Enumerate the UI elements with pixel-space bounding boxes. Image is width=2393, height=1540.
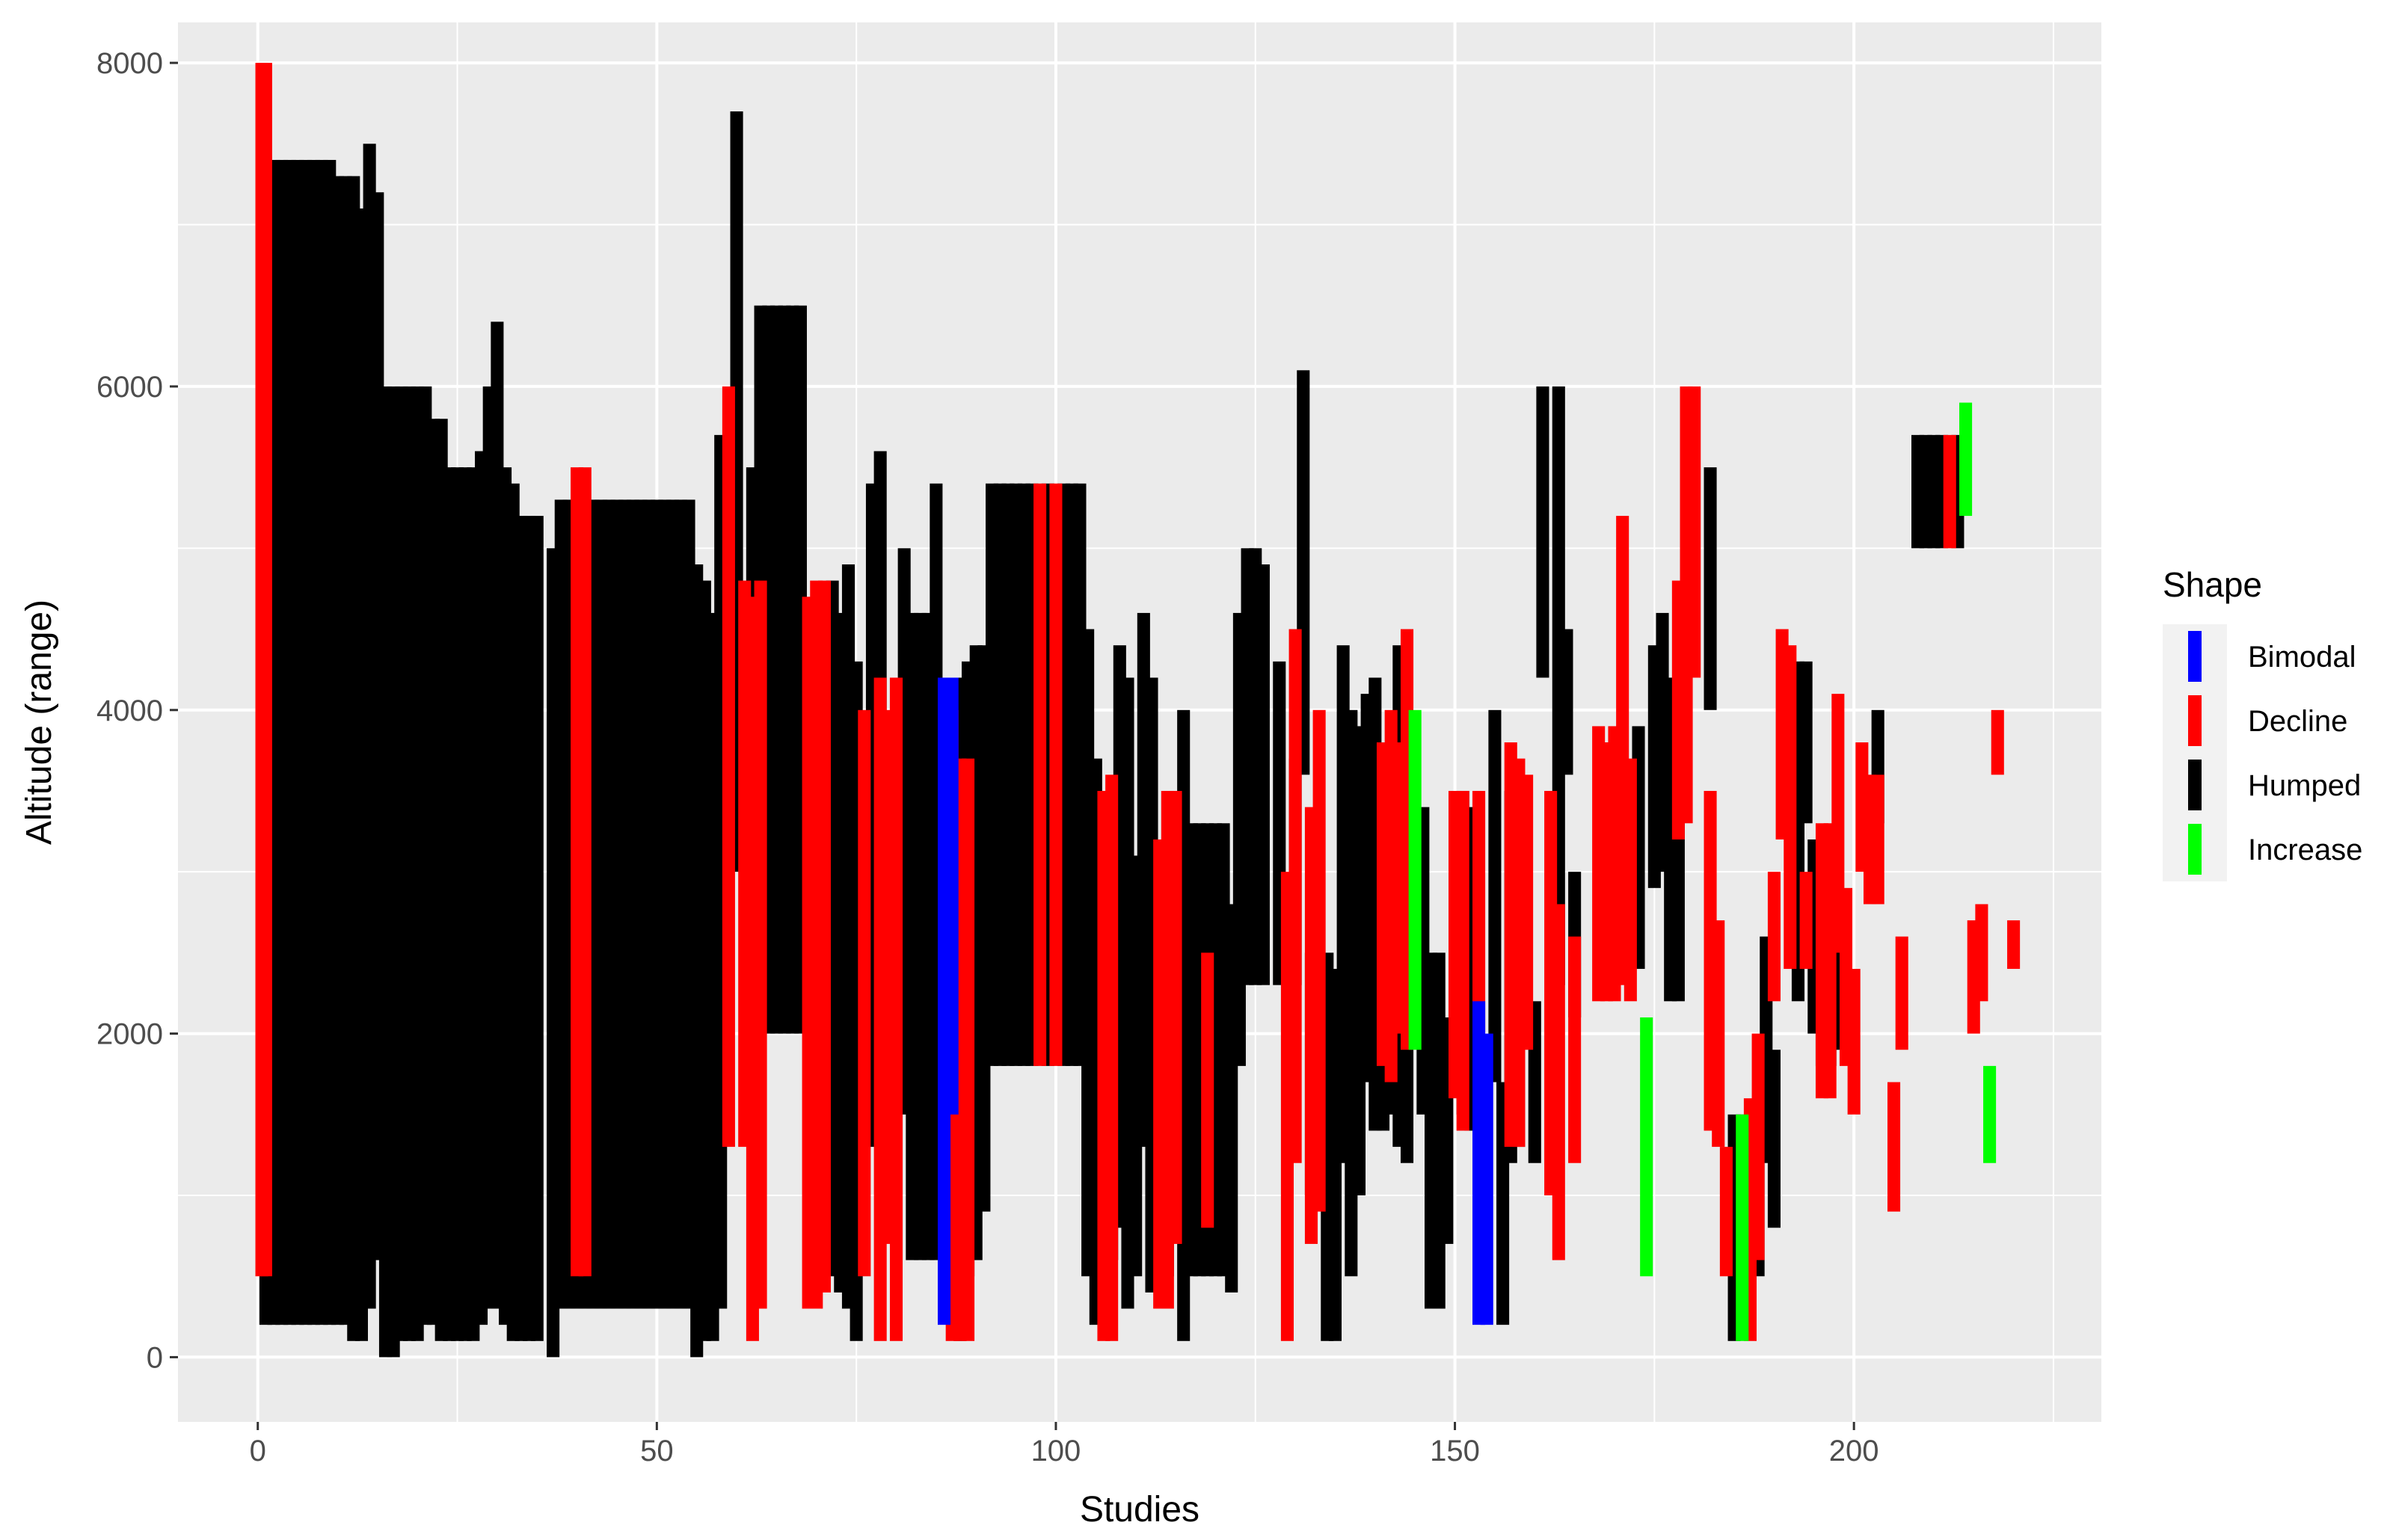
x-tick-label: 100: [1031, 1435, 1081, 1467]
range-bar-increase: [1959, 402, 1973, 517]
range-bar-decline: [259, 63, 272, 1277]
range-bar-humped: [1799, 661, 1813, 824]
range-bar-increase: [1736, 1114, 1749, 1341]
range-bar-decline: [858, 709, 871, 1277]
x-tick-label: 150: [1430, 1435, 1480, 1467]
range-bar-bimodal: [1480, 1033, 1493, 1325]
range-bar-decline: [1169, 790, 1182, 1244]
range-bar-decline: [1688, 386, 1701, 678]
range-bar-decline: [1784, 645, 1797, 970]
range-bars: [255, 63, 2021, 1358]
x-axis-title: Studies: [1080, 1490, 1199, 1530]
legend-swatch-humped: [2188, 760, 2202, 810]
range-bar-decline: [722, 386, 735, 1148]
range-bar-decline: [1991, 709, 2004, 775]
range-bar-decline: [1624, 758, 1637, 1002]
x-tick-label: 0: [250, 1435, 266, 1467]
range-bar-decline: [578, 467, 592, 1277]
range-bar-decline: [1799, 872, 1813, 970]
y-tick-label: 4000: [96, 694, 163, 727]
range-bar-humped: [1704, 467, 1717, 710]
range-bar-decline: [1887, 1082, 1901, 1212]
range-bar-decline: [1520, 774, 1534, 1050]
legend-title: Shape: [2163, 565, 2262, 604]
range-bar-decline: [1719, 1147, 1733, 1277]
legend-label-bimodal: Bimodal: [2248, 641, 2356, 674]
legend: Shape Bimodal Decline Humped Increase: [2163, 565, 2362, 881]
range-bar-humped: [1560, 629, 1573, 775]
range-bar-decline: [2007, 920, 2021, 970]
range-bar-decline: [1033, 483, 1047, 1066]
range-bar-humped: [1536, 386, 1549, 678]
x-axis-ticks: 0 50 100 150 200: [250, 1422, 1879, 1467]
y-tick-label: 6000: [96, 371, 163, 404]
range-bar-decline: [1472, 790, 1486, 1034]
x-tick-label: 50: [640, 1435, 674, 1467]
range-bar-increase: [1640, 1017, 1653, 1277]
range-bar-decline: [1201, 952, 1214, 1228]
y-tick-label: 2000: [96, 1018, 163, 1051]
range-bar-decline: [1288, 629, 1302, 1163]
range-bar-decline: [1049, 483, 1063, 1066]
y-tick-label: 0: [147, 1341, 163, 1374]
y-tick-label: 8000: [96, 47, 163, 80]
range-bar-decline: [1943, 434, 1956, 549]
range-bar-increase: [1983, 1065, 1997, 1163]
range-bar-increase: [1408, 709, 1422, 1050]
range-bar-decline: [962, 758, 975, 1341]
range-bar-decline: [1751, 1033, 1765, 1260]
range-bar-decline: [754, 580, 767, 1309]
range-bar-decline: [1712, 920, 1725, 1148]
range-bar-humped: [1767, 1050, 1781, 1228]
range-bar-decline: [1105, 774, 1119, 1341]
range-bar-humped: [530, 516, 544, 1341]
y-axis-title: Altitude (range): [19, 600, 59, 845]
range-bar-decline: [1895, 936, 1908, 1050]
range-bar-decline: [1767, 872, 1781, 1002]
range-bar-decline: [1975, 904, 1988, 1002]
legend-label-decline: Decline: [2248, 705, 2347, 738]
x-tick-label: 200: [1829, 1435, 1879, 1467]
legend-entries: Bimodal Decline Humped Increase: [2188, 631, 2362, 875]
range-bar-decline: [1312, 709, 1326, 1212]
range-bar-decline: [1568, 936, 1582, 1163]
range-bar-decline: [1456, 790, 1469, 1131]
range-bar-humped: [1671, 823, 1685, 1002]
range-bar-bimodal: [945, 677, 959, 1115]
legend-swatch-increase: [2188, 824, 2202, 875]
legend-swatch-bimodal: [2188, 631, 2202, 682]
legend-label-humped: Humped: [2248, 769, 2361, 802]
range-bar-decline: [889, 677, 903, 1341]
range-bar-decline: [1847, 969, 1861, 1115]
y-axis-ticks: 0 2000 4000 6000 8000: [96, 47, 178, 1374]
range-bar-decline: [1871, 774, 1884, 905]
range-bar-humped: [1256, 564, 1270, 985]
range-bar-humped: [1488, 709, 1502, 1082]
legend-label-increase: Increase: [2248, 834, 2362, 866]
range-bar-decline: [1552, 904, 1565, 1260]
legend-swatch-decline: [2188, 695, 2202, 746]
range-bar-decline: [817, 580, 831, 1293]
